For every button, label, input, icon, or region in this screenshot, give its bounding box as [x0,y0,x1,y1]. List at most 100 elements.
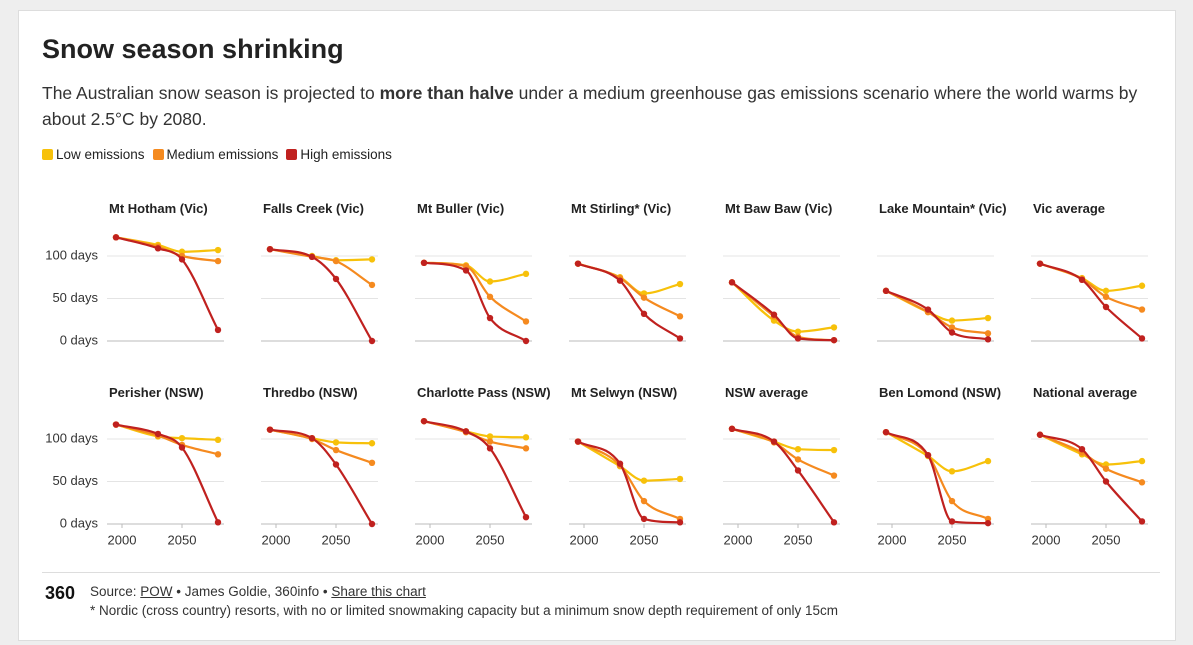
x-tick-label: 2050 [322,532,351,547]
series-point [368,337,376,345]
series-line [269,428,373,464]
source: Source: POW • James Goldie, 360info • Sh… [90,582,1160,601]
share-link[interactable]: Share this chart [331,584,426,599]
x-tick-label: 2000 [108,532,137,547]
series-point [486,445,494,452]
series-line [885,289,989,322]
series-point [640,477,648,484]
panel-title: Mt Hotham (Vic) [109,201,208,216]
series-point [308,253,316,261]
series-line [731,427,835,477]
series-line [1039,262,1143,311]
series-point [794,467,802,474]
panel-title: Mt Stirling* (Vic) [571,201,672,216]
panel-title: Vic average [1033,201,1106,216]
series-point [830,446,838,454]
series-point [574,260,582,267]
series-point [368,520,376,528]
x-tick-label: 2000 [724,532,753,547]
x-tick-label: 2050 [1092,532,1121,547]
series-point [486,293,494,300]
panel-title: Mt Selwyn (NSW) [571,385,678,400]
series-point [214,436,222,444]
series-point [924,306,932,313]
series-point [486,314,494,322]
y-tick-label: 50 days [52,473,98,488]
series-point [420,417,428,425]
panel-title: Mt Buller (Vic) [417,201,505,216]
series-point [368,256,376,263]
series-line [423,261,527,342]
series-line [885,431,989,473]
series-point [676,313,684,320]
series-point [486,433,494,440]
series-point [1138,457,1146,465]
series-point [794,456,802,463]
panel-title: Lake Mountain* (Vic) [879,201,1007,216]
series-point [676,280,684,288]
series-point [178,434,186,442]
series-point [882,287,890,295]
series-point [332,257,340,265]
series-point [522,445,530,452]
series-point [676,475,684,483]
series-line [1039,433,1143,523]
series-point [676,335,684,342]
series-point [522,337,530,345]
legend-swatch [42,149,53,160]
legend-item: Low emissions [42,147,145,162]
y-tick-label: 0 days [60,332,99,347]
series-point [1138,518,1146,525]
series-point [794,328,802,335]
panel-title: Charlotte Pass (NSW) [417,385,551,400]
series-line [577,262,681,340]
series-point [794,446,802,453]
panel-title: Falls Creek (Vic) [263,201,364,216]
x-tick-label: 2050 [784,532,813,547]
subtitle-bold: more than halve [379,83,514,103]
series-point [1138,479,1146,486]
series-point [214,246,222,254]
series-point [368,459,376,466]
panel-title: NSW average [725,385,809,400]
legend-item: Medium emissions [152,147,278,162]
series-point [332,275,340,283]
series-point [368,440,376,447]
series-point [640,515,648,523]
series-point [214,519,222,526]
series-point [420,259,428,266]
y-tick-label: 0 days [60,515,99,530]
series-point [1102,303,1110,311]
panel-title: Ben Lomond (NSW) [879,385,1002,400]
series-point [332,439,340,446]
series-point [332,461,340,468]
series-point [486,438,494,445]
series-line [269,248,373,342]
series-line [577,440,681,520]
series-point [1138,335,1146,342]
logo: 360 [45,583,76,603]
series-point [486,278,494,285]
series-point [266,246,274,253]
subtitle: The Australian snow season is projected … [42,80,1142,132]
source-link[interactable]: POW [140,584,173,599]
series-point [984,336,992,343]
series-point [640,310,648,317]
series-point [308,434,316,442]
series-point [368,281,376,289]
x-tick-label: 2000 [570,532,599,547]
series-line [885,431,989,525]
panel-title: Perisher (NSW) [109,385,204,400]
series-point [1102,478,1110,485]
series-line [731,281,835,342]
series-point [1102,293,1110,300]
series-point [640,294,648,301]
series-point [948,468,956,475]
subtitle-text: under a medium greenhouse gas emissions … [42,83,1138,129]
series-point [522,318,530,325]
series-point [1102,465,1110,472]
x-tick-label: 2050 [630,532,659,547]
series-point [830,336,838,344]
series-point [462,267,470,274]
